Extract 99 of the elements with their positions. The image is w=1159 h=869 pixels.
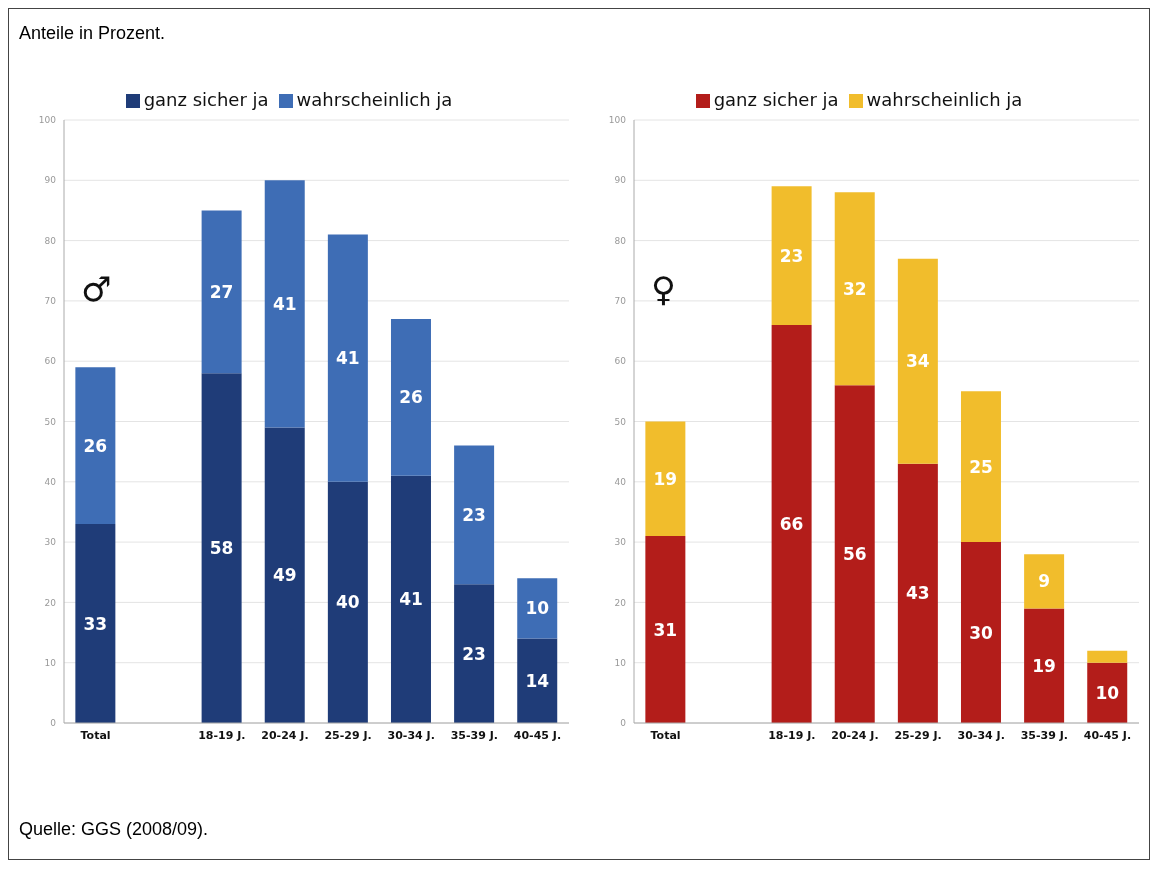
x-tick-label: 18-19 J. bbox=[198, 728, 246, 742]
bar bbox=[1024, 608, 1065, 723]
x-tick-label: 20-24 J. bbox=[831, 728, 879, 742]
x-tick-label: 20-24 J. bbox=[261, 728, 309, 742]
data-label: 10 bbox=[525, 598, 550, 619]
x-tick-label: 40-45 J. bbox=[513, 728, 562, 742]
data-label: 26 bbox=[399, 387, 423, 408]
bar bbox=[327, 481, 368, 723]
data-label: 23 bbox=[462, 504, 486, 525]
y-tick-label: 90 bbox=[44, 175, 57, 186]
x-tick-label: Total bbox=[80, 728, 111, 742]
bar bbox=[201, 373, 242, 723]
annotation: ♀ bbox=[651, 269, 676, 309]
x-tick-label: 30-34 J. bbox=[387, 728, 435, 742]
data-label: 40 bbox=[336, 592, 360, 613]
legend-label: ganz sicher ja bbox=[713, 89, 839, 110]
data-label: 32 bbox=[842, 278, 867, 299]
bar bbox=[264, 427, 305, 723]
data-label: 23 bbox=[779, 245, 804, 266]
y-tick-label: 50 bbox=[44, 416, 57, 427]
x-tick-label: 25-29 J. bbox=[324, 728, 372, 742]
y-tick-label: 90 bbox=[614, 175, 627, 186]
y-tick-label: 70 bbox=[44, 296, 57, 307]
bar bbox=[960, 542, 1001, 723]
data-label: 43 bbox=[906, 583, 930, 604]
y-tick-label: 10 bbox=[44, 657, 57, 668]
y-tick-label: 20 bbox=[44, 597, 57, 608]
y-tick-label: 40 bbox=[614, 476, 627, 487]
data-label: 25 bbox=[969, 456, 993, 477]
data-label: 49 bbox=[272, 565, 297, 586]
data-label: 27 bbox=[209, 281, 234, 302]
bar bbox=[771, 325, 812, 723]
data-label: 10 bbox=[1095, 682, 1120, 703]
bar bbox=[1087, 662, 1128, 723]
x-tick-label: 18-19 J. bbox=[768, 728, 816, 742]
y-tick-label: 40 bbox=[44, 476, 57, 487]
bar bbox=[771, 186, 812, 326]
bar bbox=[960, 391, 1001, 543]
bar bbox=[1087, 650, 1128, 663]
y-tick-label: 60 bbox=[614, 356, 627, 367]
y-tick-label: 80 bbox=[44, 235, 57, 246]
y-tick-label: 100 bbox=[38, 115, 57, 126]
bar bbox=[327, 234, 368, 482]
bar bbox=[897, 258, 938, 464]
y-tick-label: 60 bbox=[44, 356, 57, 367]
y-tick-label: 10 bbox=[614, 657, 627, 668]
x-tick-label: 40-45 J. bbox=[1083, 728, 1132, 742]
data-label: 41 bbox=[399, 589, 423, 610]
bar bbox=[897, 463, 938, 723]
annotation: ♂ bbox=[81, 269, 112, 309]
data-label: 56 bbox=[842, 544, 867, 565]
y-tick-label: 100 bbox=[608, 115, 627, 126]
legend-label: wahrscheinlich ja bbox=[866, 89, 1023, 110]
x-tick-label: 25-29 J. bbox=[894, 728, 942, 742]
bar bbox=[1024, 554, 1065, 609]
bar bbox=[834, 192, 875, 386]
bar bbox=[834, 385, 875, 723]
y-tick-label: 80 bbox=[614, 235, 627, 246]
y-tick-label: 0 bbox=[620, 718, 627, 729]
y-tick-label: 30 bbox=[44, 537, 57, 548]
data-label: 58 bbox=[209, 538, 234, 559]
bar bbox=[645, 421, 686, 537]
bar bbox=[517, 578, 558, 639]
data-label: 9 bbox=[1038, 571, 1051, 592]
y-tick-label: 0 bbox=[50, 718, 57, 729]
bar bbox=[390, 318, 431, 476]
bar bbox=[645, 536, 686, 723]
bar bbox=[75, 367, 116, 525]
bar bbox=[201, 210, 242, 374]
bar bbox=[390, 475, 431, 723]
source-note: Quelle: GGS (2008/09). bbox=[19, 819, 209, 840]
x-tick-label: 35-39 J. bbox=[450, 728, 498, 742]
x-tick-label: 35-39 J. bbox=[1020, 728, 1068, 742]
bar bbox=[264, 180, 305, 428]
bar bbox=[454, 445, 495, 585]
data-label: 19 bbox=[653, 468, 678, 489]
chart-title: Anteile in Prozent. bbox=[19, 23, 166, 44]
data-label: 41 bbox=[336, 348, 360, 369]
y-tick-label: 20 bbox=[614, 597, 627, 608]
y-tick-label: 70 bbox=[614, 296, 627, 307]
data-label: 33 bbox=[83, 613, 108, 634]
bar bbox=[454, 584, 495, 723]
data-label: 19 bbox=[1032, 655, 1056, 676]
y-tick-label: 50 bbox=[614, 416, 627, 427]
bar bbox=[75, 524, 116, 723]
x-tick-label: 30-34 J. bbox=[957, 728, 1005, 742]
data-label: 34 bbox=[906, 351, 930, 372]
y-tick-label: 30 bbox=[614, 537, 627, 548]
bar bbox=[517, 638, 558, 723]
legend-label: ganz sicher ja bbox=[143, 89, 269, 110]
data-label: 30 bbox=[969, 622, 993, 643]
data-label: 14 bbox=[525, 670, 550, 691]
legend-label: wahrscheinlich ja bbox=[296, 89, 453, 110]
data-label: 31 bbox=[653, 619, 678, 640]
x-tick-label: Total bbox=[650, 728, 681, 742]
data-label: 23 bbox=[462, 643, 486, 664]
data-label: 26 bbox=[83, 435, 108, 456]
data-label: 66 bbox=[779, 514, 804, 535]
data-label: 41 bbox=[272, 293, 297, 314]
